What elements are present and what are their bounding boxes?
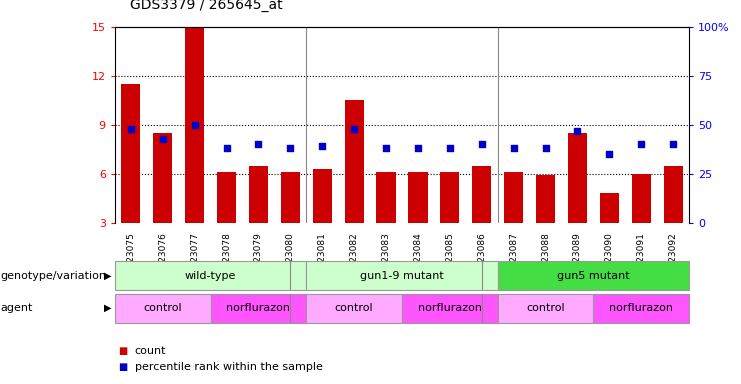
Point xyxy=(508,145,519,151)
Point xyxy=(253,141,265,147)
Bar xyxy=(313,169,332,223)
Bar xyxy=(249,166,268,223)
Text: genotype/variation: genotype/variation xyxy=(0,270,106,281)
Bar xyxy=(185,27,205,223)
Bar xyxy=(498,294,594,323)
Bar xyxy=(306,261,498,290)
Text: count: count xyxy=(135,346,167,356)
Bar xyxy=(631,174,651,223)
Text: GDS3379 / 265645_at: GDS3379 / 265645_at xyxy=(130,0,282,12)
Point xyxy=(667,141,679,147)
Point xyxy=(380,145,392,151)
Text: ▶: ▶ xyxy=(104,303,111,313)
Point xyxy=(412,145,424,151)
Text: norflurazon: norflurazon xyxy=(227,303,290,313)
Text: ■: ■ xyxy=(119,346,127,356)
Point xyxy=(125,126,137,132)
Text: wild-type: wild-type xyxy=(185,270,236,281)
Bar xyxy=(408,172,428,223)
Bar xyxy=(440,172,459,223)
Bar xyxy=(472,166,491,223)
Bar xyxy=(115,261,306,290)
Point xyxy=(476,141,488,147)
Text: norflurazon: norflurazon xyxy=(609,303,674,313)
Bar xyxy=(306,294,402,323)
Bar xyxy=(217,172,236,223)
Bar xyxy=(504,172,523,223)
Point xyxy=(285,145,296,151)
Bar xyxy=(115,294,210,323)
Bar xyxy=(376,172,396,223)
Bar xyxy=(536,175,555,223)
Point xyxy=(444,145,456,151)
Text: norflurazon: norflurazon xyxy=(418,303,482,313)
Text: gun5 mutant: gun5 mutant xyxy=(557,270,630,281)
Text: control: control xyxy=(144,303,182,313)
Point xyxy=(316,143,328,149)
Text: ■: ■ xyxy=(119,362,127,372)
Bar xyxy=(498,261,689,290)
Point xyxy=(348,126,360,132)
Bar xyxy=(210,294,306,323)
Bar xyxy=(664,166,682,223)
Text: ▶: ▶ xyxy=(104,270,111,281)
Point xyxy=(635,141,647,147)
Bar xyxy=(153,133,172,223)
Text: control: control xyxy=(526,303,565,313)
Bar xyxy=(281,172,300,223)
Point xyxy=(221,145,233,151)
Bar xyxy=(402,294,498,323)
Bar xyxy=(568,133,587,223)
Point xyxy=(189,122,201,128)
Bar xyxy=(345,100,364,223)
Text: agent: agent xyxy=(0,303,33,313)
Point xyxy=(571,127,583,134)
Point xyxy=(539,145,551,151)
Text: control: control xyxy=(335,303,373,313)
Bar xyxy=(594,294,689,323)
Text: gun1-9 mutant: gun1-9 mutant xyxy=(360,270,444,281)
Text: percentile rank within the sample: percentile rank within the sample xyxy=(135,362,323,372)
Point xyxy=(157,136,169,142)
Bar xyxy=(122,84,140,223)
Bar xyxy=(599,194,619,223)
Point xyxy=(603,151,615,157)
